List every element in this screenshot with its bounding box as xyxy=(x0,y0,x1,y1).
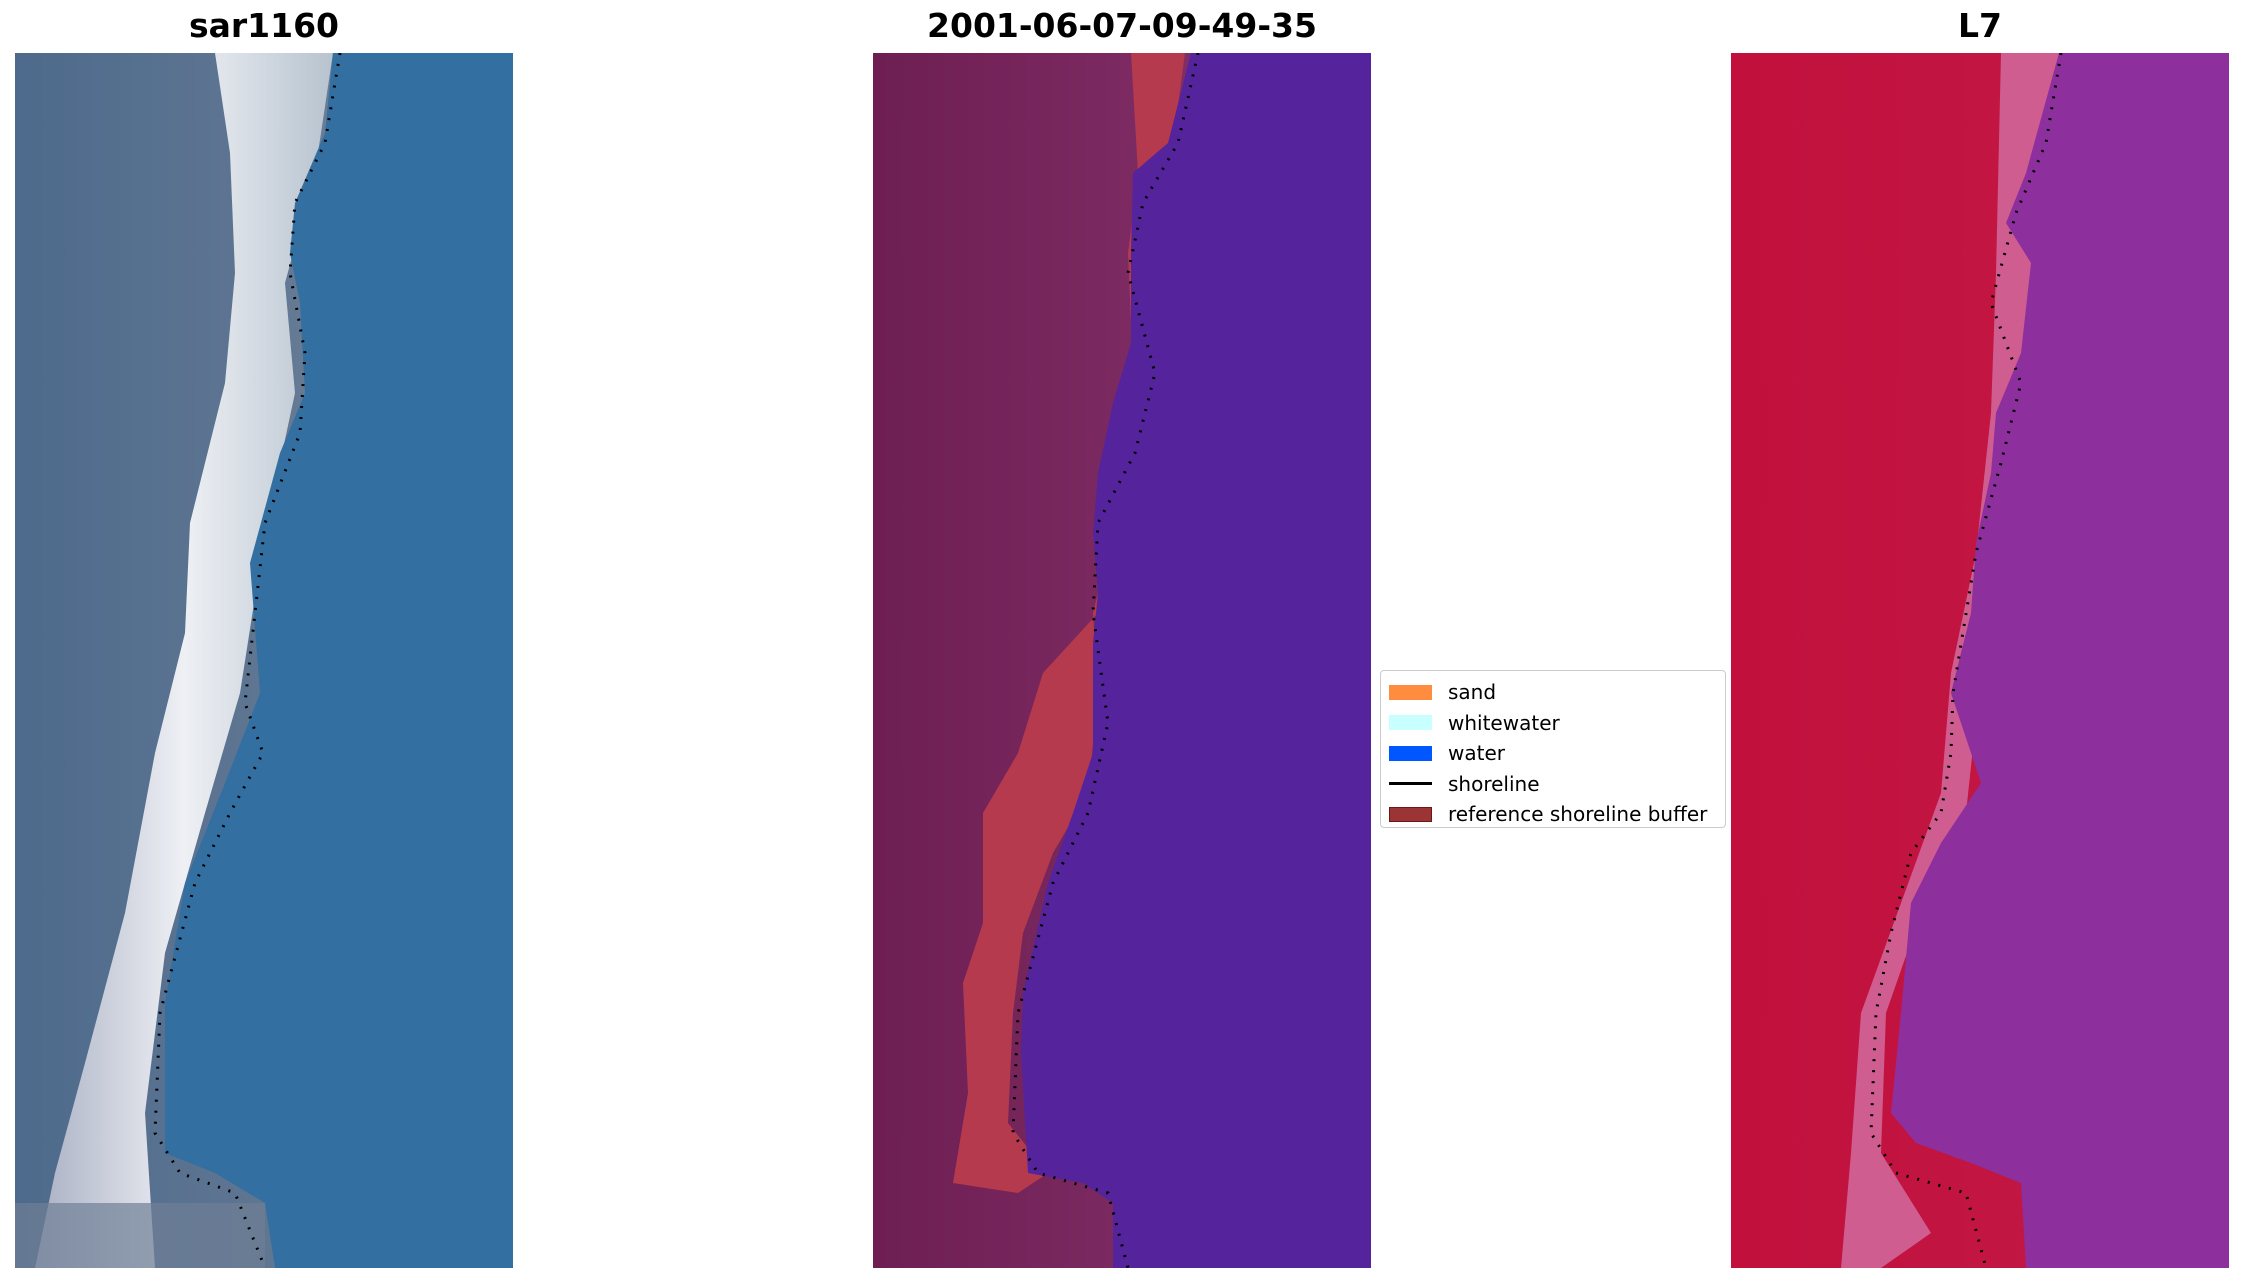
shoreline-line-swatch xyxy=(1389,782,1432,786)
water-swatch xyxy=(1389,745,1432,761)
shoreline-dotted xyxy=(1869,53,2063,1268)
legend-item-sand: sand xyxy=(1389,677,1725,708)
legend-label: shoreline xyxy=(1448,771,1540,796)
sea-area xyxy=(165,53,513,1268)
buffer-swatch xyxy=(1389,806,1432,822)
rgb-image-panel xyxy=(15,53,513,1268)
legend-item-reference-buffer: reference shoreline buffer xyxy=(1389,799,1725,830)
legend-label: sand xyxy=(1448,680,1497,705)
panel-title-classification: 2001-06-07-09-49-35 xyxy=(927,6,1317,45)
sand-swatch xyxy=(1389,684,1432,700)
legend-item-shoreline: shoreline xyxy=(1389,769,1725,800)
water-class xyxy=(1021,53,1371,1268)
panel-title-rgb: sar1160 xyxy=(188,6,340,45)
legend: sand whitewater water shoreline referenc… xyxy=(1380,670,1726,828)
legend-label: water xyxy=(1448,741,1505,766)
legend-label: reference shoreline buffer xyxy=(1448,802,1708,827)
legend-label: whitewater xyxy=(1448,710,1560,735)
beach-area xyxy=(35,53,333,1268)
l7-image-panel xyxy=(1731,53,2229,1268)
legend-item-water: water xyxy=(1389,738,1725,769)
panel-title-l7: L7 xyxy=(1958,6,2002,45)
classification-panel xyxy=(873,53,1371,1268)
sea-area xyxy=(1891,53,2229,1268)
beach-area xyxy=(1841,53,2061,1268)
whitewater-swatch xyxy=(1389,715,1432,731)
reference-shoreline-buffer xyxy=(953,53,1185,1193)
land-bottom xyxy=(15,1203,265,1268)
legend-item-whitewater: whitewater xyxy=(1389,708,1725,739)
